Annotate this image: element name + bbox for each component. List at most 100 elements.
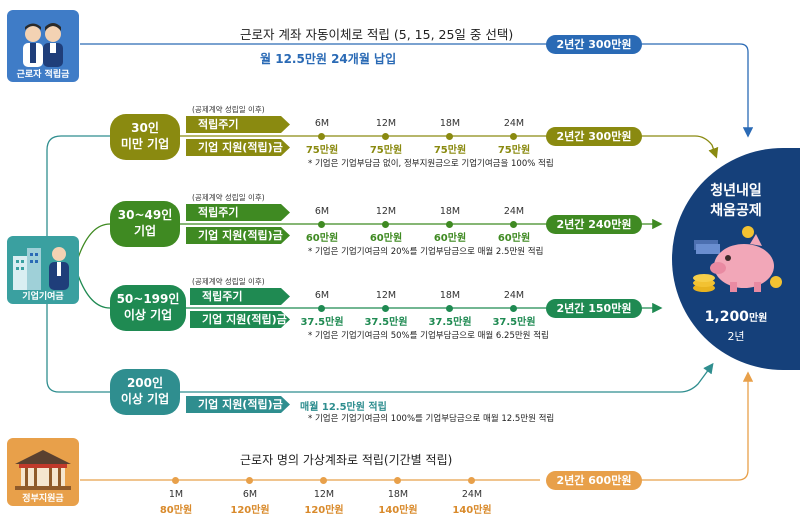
tier1-amount-4: 75만원 (497, 145, 531, 156)
gov-amount-1: 80만원 (159, 505, 193, 516)
gov-dot (320, 477, 327, 484)
tier3-note: * 기업은 기업기여금의 50%를 기업부담금으로 매월 6.25만원 적립 (308, 331, 549, 341)
result-period: 2년 (727, 330, 745, 343)
tier2-total-badge: 2년간 240만원 (546, 215, 642, 234)
tier3-month-4: 24M (503, 290, 525, 301)
gov-amount-5: 140만원 (452, 505, 492, 516)
tier1-dot (382, 133, 389, 140)
result-amount-unit: 만원 (748, 313, 768, 324)
worker-icon-label: 근로자 적립금 (16, 70, 70, 80)
tier1-month-2: 12M (375, 118, 397, 129)
gov-dot (468, 477, 475, 484)
government-icon: 정부지원금 (7, 438, 79, 506)
result-title-line2: 채움공제 (710, 203, 762, 219)
tier2-note: * 기업은 기업기여금의 20%를 기업부담금으로 매월 2.5만원 적립 (308, 247, 544, 257)
gov-month-5: 24M (461, 489, 483, 500)
government-total-badge: 2년간 600만원 (546, 471, 642, 490)
tier2-cycle-tag: 적립주기 (186, 204, 290, 221)
tier4-payment: 매월 12.5만원 적립 (300, 402, 387, 413)
tier1-amount-3: 75만원 (433, 145, 467, 156)
tier2-amount-2: 60만원 (369, 233, 403, 244)
tier3-support-tag: 기업 지원(적립)금 (190, 311, 290, 328)
gov-dot (172, 477, 179, 484)
gov-month-4: 18M (387, 489, 409, 500)
company-icon: 기업기여금 (7, 236, 79, 304)
tier1-name-line1: 30인 (131, 121, 159, 135)
tier1-contract-note: (공제계약 성립일 이후) (192, 105, 265, 114)
tier3-amount-3: 37.5만원 (428, 317, 472, 328)
result-circle: 청년내일 채움공제 1,200만원 2년 (672, 148, 800, 370)
tier3-month-1: 6M (314, 290, 330, 301)
tier2-month-2: 12M (375, 206, 397, 217)
tier2-dot (446, 221, 453, 228)
tier1-amount-2: 75만원 (369, 145, 403, 156)
tier4-support-tag: 기업 지원(적립)금 (186, 396, 290, 413)
gov-amount-4: 140만원 (378, 505, 418, 516)
piggy-bank-icon (693, 226, 782, 292)
result-amount-number: 1,200 (704, 309, 749, 325)
tier3-name-line1: 50~199인 (116, 292, 180, 306)
tier3-contract-note: (공제계약 성립일 이후) (192, 277, 265, 286)
result-amount: 1,200만원 (672, 306, 800, 325)
tier3-dot (510, 305, 517, 312)
tier2-dot (382, 221, 389, 228)
tier1-month-1: 6M (314, 118, 330, 129)
tier3-dot (382, 305, 389, 312)
tier1-month-4: 24M (503, 118, 525, 129)
gov-amount-3: 120만원 (304, 505, 344, 516)
worker-payment: 월 12.5만원 24개월 납입 (260, 52, 397, 66)
tier3-month-2: 12M (375, 290, 397, 301)
tier1-support-tag: 기업 지원(적립)금 (186, 139, 290, 156)
tier1-month-3: 18M (439, 118, 461, 129)
tier2-month-1: 6M (314, 206, 330, 217)
tier2-support-tag: 기업 지원(적립)금 (186, 227, 290, 244)
gov-dot (246, 477, 253, 484)
tier1-dot (510, 133, 517, 140)
tier4-pill: 200인 이상 기업 (110, 369, 180, 415)
tier2-month-3: 18M (439, 206, 461, 217)
government-description: 근로자 명의 가상계좌로 적립(기간별 적립) (240, 453, 453, 467)
tier3-dot (318, 305, 325, 312)
worker-total-badge: 2년간 300만원 (546, 35, 642, 54)
tier1-dot (446, 133, 453, 140)
gov-amount-2: 120만원 (230, 505, 270, 516)
tier3-dot (446, 305, 453, 312)
tier1-name-line2: 미만 기업 (120, 137, 170, 152)
tier3-amount-2: 37.5만원 (364, 317, 408, 328)
tier2-month-4: 24M (503, 206, 525, 217)
tier2-name-line1: 30~49인 (117, 208, 173, 222)
tier4-name-line2: 이상 기업 (120, 392, 170, 407)
tier3-pill: 50~199인 이상 기업 (110, 285, 186, 331)
gov-month-2: 6M (242, 489, 258, 500)
tier1-cycle-tag: 적립주기 (186, 116, 290, 133)
gov-month-1: 1M (168, 489, 184, 500)
tier3-total-badge: 2년간 150만원 (546, 299, 642, 318)
tier4-note: * 기업은 기업기여금의 100%를 기업부담금으로 매월 12.5만원 적립 (308, 414, 555, 424)
gov-dot (394, 477, 401, 484)
tier3-amount-1: 37.5만원 (300, 317, 344, 328)
tier3-amount-4: 37.5만원 (492, 317, 536, 328)
worker-icon: 근로자 적립금 (7, 10, 79, 82)
tier2-dot (510, 221, 517, 228)
government-icon-label: 정부지원금 (22, 494, 64, 504)
tier1-note: * 기업은 기업부담금 없이, 정부지원금으로 기업기여금을 100% 적립 (308, 159, 554, 169)
tier3-cycle-tag: 적립주기 (190, 288, 290, 305)
company-icon-label: 기업기여금 (22, 292, 64, 302)
worker-description: 근로자 계좌 자동이체로 적립 (5, 15, 25일 중 선택) (240, 27, 514, 42)
tier1-pill: 30인 미만 기업 (110, 114, 180, 160)
tier2-contract-note: (공제계약 성립일 이후) (192, 193, 265, 202)
tier1-amount-1: 75만원 (305, 145, 339, 156)
tier2-amount-1: 60만원 (305, 233, 339, 244)
tier4-name-line1: 200인 (126, 376, 164, 390)
tier2-amount-4: 60만원 (497, 233, 531, 244)
tier3-month-3: 18M (439, 290, 461, 301)
gov-month-3: 12M (313, 489, 335, 500)
tier3-name-line2: 이상 기업 (123, 308, 173, 323)
tier1-total-badge: 2년간 300만원 (546, 127, 642, 146)
tier2-amount-3: 60만원 (433, 233, 467, 244)
result-title-line1: 청년내일 (710, 183, 762, 199)
tier2-name-line2: 기업 (133, 224, 157, 239)
tier2-dot (318, 221, 325, 228)
tier1-dot (318, 133, 325, 140)
